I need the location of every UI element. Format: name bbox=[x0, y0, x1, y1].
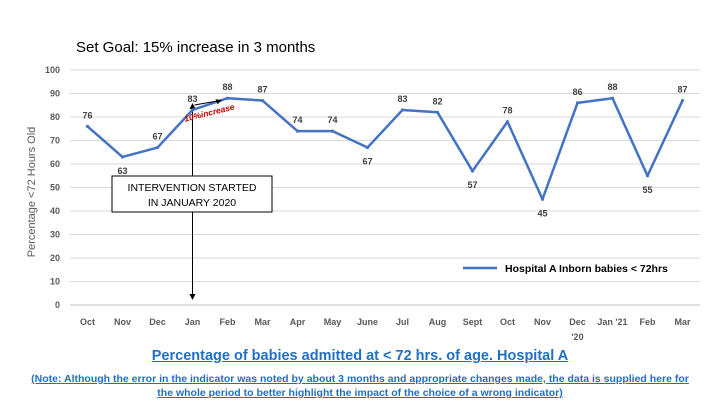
arrow-head-down bbox=[189, 294, 196, 300]
caption-note: (Note: Although the error in the indicat… bbox=[31, 373, 689, 399]
legend: Hospital A Inborn babies < 72hrs bbox=[463, 263, 668, 275]
data-point bbox=[505, 120, 510, 124]
data-label: 74 bbox=[292, 115, 302, 125]
arrow-head-up bbox=[189, 103, 196, 109]
increase-arrow-head bbox=[215, 99, 222, 105]
x-tick-label: Oct bbox=[80, 317, 95, 327]
series-polyline bbox=[86, 96, 684, 201]
y-tick-label: 10 bbox=[50, 277, 60, 287]
data-label: 63 bbox=[117, 166, 127, 176]
data-point bbox=[260, 98, 265, 103]
data-point bbox=[435, 110, 440, 114]
y-tick-label: 80 bbox=[50, 112, 60, 122]
y-tick-label: 50 bbox=[50, 183, 60, 193]
data-point bbox=[610, 96, 615, 100]
x-tick-label: Nov bbox=[114, 317, 131, 327]
intervention-box-line: INTERVENTION STARTED bbox=[128, 182, 257, 194]
x-tick-label: Feb bbox=[219, 317, 236, 327]
data-point bbox=[155, 145, 160, 150]
caption-title: Percentage of babies admitted at < 72 hr… bbox=[151, 348, 569, 364]
data-label: 67 bbox=[362, 157, 372, 167]
x-tick-label: Jan bbox=[185, 317, 201, 327]
data-label: 57 bbox=[467, 180, 477, 190]
data-label: 88 bbox=[607, 82, 617, 92]
line-chart: Set Goal: 15% increase in 3 months 0 10 20… bbox=[26, 39, 700, 342]
data-point bbox=[225, 96, 230, 100]
chart-title: Set Goal: 15% increase in 3 months bbox=[76, 39, 315, 56]
data-label: 83 bbox=[397, 94, 407, 104]
x-tick-label: May bbox=[324, 317, 342, 327]
y-tick-label: 0 bbox=[55, 300, 60, 310]
x-tick-label: Jan '21 bbox=[597, 317, 627, 327]
x-tick-label: Apr bbox=[290, 317, 306, 327]
x-tick-label: Sept bbox=[463, 317, 483, 327]
y-tick-label: 60 bbox=[50, 159, 60, 169]
data-label: 67 bbox=[152, 132, 162, 142]
y-tick-label: 30 bbox=[50, 230, 60, 240]
y-axis-ticks: 0 10 20 30 40 50 60 70 80 90 100 bbox=[45, 65, 60, 310]
x-tick-label: Oct bbox=[500, 317, 515, 327]
x-tick-label: Dec '20 bbox=[569, 317, 586, 342]
data-point bbox=[120, 155, 125, 159]
data-point bbox=[540, 197, 545, 201]
data-label: 82 bbox=[432, 96, 442, 106]
data-label: 76 bbox=[82, 110, 92, 120]
y-tick-label: 20 bbox=[50, 253, 60, 263]
data-point bbox=[400, 108, 405, 112]
data-labels: 76 63 67 83 88 87 74 74 67 83 82 57 78 45 86 88 55 87 bbox=[82, 82, 687, 218]
y-tick-label: 90 bbox=[50, 89, 60, 99]
data-label: 74 bbox=[327, 115, 337, 125]
y-tick-label: 70 bbox=[50, 136, 60, 146]
data-point bbox=[295, 129, 300, 133]
data-point bbox=[680, 98, 685, 103]
data-point bbox=[190, 108, 195, 112]
y-axis-label: Percentage <72 Hours Old bbox=[26, 127, 38, 258]
legend-label: Hospital A Inborn babies < 72hrs bbox=[505, 263, 668, 275]
data-point bbox=[575, 101, 580, 105]
y-tick-label: 100 bbox=[45, 65, 60, 75]
x-tick-label: Aug bbox=[429, 317, 447, 327]
intervention-box-frame bbox=[111, 175, 273, 213]
y-tick-label: 40 bbox=[50, 206, 60, 216]
x-tick-label: June bbox=[357, 317, 378, 327]
data-point bbox=[330, 129, 335, 133]
x-tick-label: Mar bbox=[674, 317, 691, 327]
intervention-box: INTERVENTION STARTED IN JANUARY 2020 bbox=[111, 175, 273, 213]
data-point bbox=[85, 124, 90, 128]
data-label: 88 bbox=[222, 82, 232, 92]
x-tick-label: Mar bbox=[254, 317, 271, 327]
x-tick-label: Nov bbox=[534, 317, 551, 327]
x-axis-ticks: Oct Nov Dec Jan Feb Mar Apr May June Jul Aug Sept Oc… bbox=[80, 317, 691, 342]
data-label: 83 bbox=[187, 94, 197, 104]
x-tick-label: Dec bbox=[149, 317, 166, 327]
data-label: 86 bbox=[572, 87, 582, 97]
data-label: 87 bbox=[677, 85, 687, 95]
intervention-box-line: IN JANUARY 2020 bbox=[148, 197, 236, 209]
data-label: 87 bbox=[257, 85, 267, 95]
data-point bbox=[365, 145, 370, 150]
data-label: 55 bbox=[642, 185, 652, 195]
x-tick-label: Jul bbox=[396, 317, 409, 327]
data-label: 78 bbox=[502, 106, 512, 116]
data-point bbox=[645, 174, 650, 178]
data-point bbox=[470, 169, 475, 173]
series-line bbox=[85, 96, 685, 201]
data-label: 45 bbox=[537, 208, 547, 218]
x-tick-label: Feb bbox=[639, 317, 656, 327]
